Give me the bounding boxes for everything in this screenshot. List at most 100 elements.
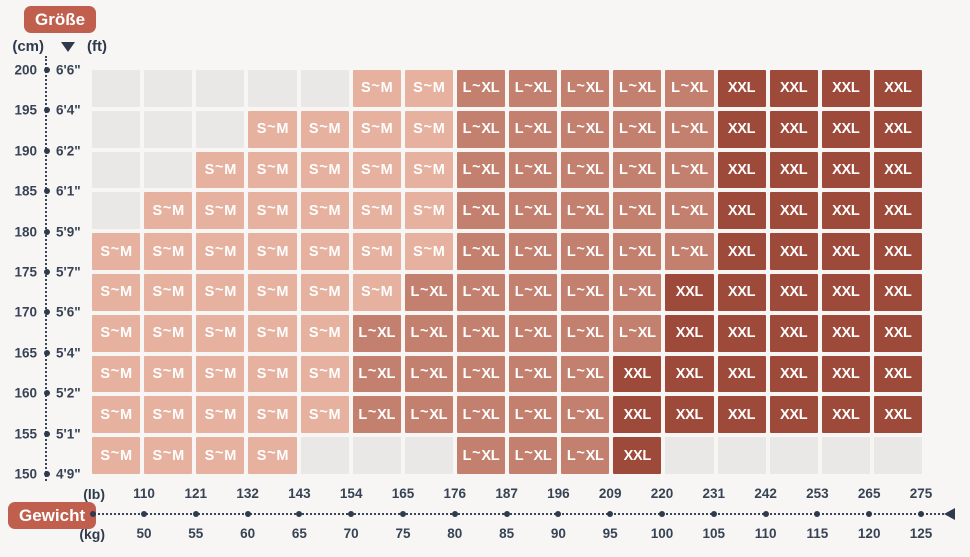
size-cell-empty <box>665 437 714 474</box>
size-cell-lxl: L ~ XL <box>509 151 558 189</box>
tilde-separator: ~ <box>371 281 380 298</box>
tilde-separator: ~ <box>472 444 481 461</box>
tilde-separator: ~ <box>576 159 585 176</box>
tilde-separator: ~ <box>215 159 224 176</box>
size-cell-xxl: XXL <box>873 233 922 270</box>
size-cell-sm: S ~ M <box>144 192 193 230</box>
size-cell-lxl: L ~ XL <box>561 192 610 230</box>
tilde-separator: ~ <box>319 159 328 176</box>
tilde-separator: ~ <box>472 240 481 257</box>
size-cell-xxl: XXL <box>821 314 870 352</box>
size-cell-sm: S ~ M <box>404 110 453 148</box>
size-cell-sm: S ~ M <box>92 396 141 434</box>
size-cell-xxl: XXL <box>821 273 870 311</box>
size-cell-sm: S ~ M <box>248 314 297 352</box>
tilde-separator: ~ <box>371 200 380 217</box>
size-cell-xxl: XXL <box>873 273 922 311</box>
height-tick-cm-label: 185 <box>14 183 37 199</box>
size-cell-empty <box>196 70 245 107</box>
size-cell-sm: S ~ M <box>248 233 297 270</box>
tilde-separator: ~ <box>215 281 224 298</box>
weight-tick-kg-label: 75 <box>395 526 411 541</box>
size-cell-lxl: L ~ XL <box>665 151 714 189</box>
tilde-separator: ~ <box>319 118 328 135</box>
size-cell-xxl: XXL <box>821 70 870 107</box>
size-cell-xxl: XXL <box>873 314 922 352</box>
size-cell-sm: S ~ M <box>196 151 245 189</box>
weight-tick-dot <box>192 511 199 517</box>
tilde-separator: ~ <box>319 200 328 217</box>
size-cell-sm: S ~ M <box>404 192 453 230</box>
weight-tick-dot <box>400 511 406 517</box>
size-cell-sm: S ~ M <box>144 355 193 393</box>
size-cell-xxl: XXL <box>873 396 922 434</box>
height-tick-ft-label: 5'7" <box>56 264 81 280</box>
size-cell-sm: S ~ M <box>144 437 193 474</box>
tilde-separator: ~ <box>215 200 224 217</box>
size-cell-empty <box>92 70 141 107</box>
tilde-separator: ~ <box>576 200 585 217</box>
tilde-separator: ~ <box>576 240 585 257</box>
tilde-separator: ~ <box>367 322 377 339</box>
size-cell-sm: S ~ M <box>92 437 141 474</box>
tilde-separator: ~ <box>576 363 585 380</box>
tilde-separator: ~ <box>472 404 481 421</box>
tilde-separator: ~ <box>110 240 119 257</box>
size-cell-lxl: L ~ XL <box>561 396 610 434</box>
size-cell-lxl: L ~ XL <box>352 314 401 352</box>
size-cell-lxl: L ~ XL <box>613 192 662 230</box>
tilde-separator: ~ <box>472 118 481 135</box>
size-cell-xxl: XXL <box>769 273 818 311</box>
size-cell-sm: S ~ M <box>196 314 245 352</box>
size-grid: S ~ M S ~ M L ~ XL L ~ XL L ~ XL L ~ XL L ~ XL XXL XXL XXL XXL S ~… <box>92 70 922 474</box>
weight-axis-line <box>90 513 944 515</box>
weight-tick-lb-label: 132 <box>236 486 259 501</box>
size-cell-xxl: XXL <box>717 273 766 311</box>
size-cell-lxl: L ~ XL <box>509 396 558 434</box>
size-cell-empty <box>873 437 922 474</box>
size-cell-lxl: L ~ XL <box>561 151 610 189</box>
weight-tick-kg-label: 95 <box>602 526 618 541</box>
height-tick-cm-label: 155 <box>14 426 37 442</box>
height-tick-cm-label: 165 <box>14 345 37 361</box>
tilde-separator: ~ <box>524 77 533 94</box>
size-cell-xxl: XXL <box>717 233 766 270</box>
weight-tick-dot <box>503 511 510 517</box>
weight-tick-dot <box>710 511 717 517</box>
height-axis-badge: Größe <box>24 6 97 33</box>
tilde-separator: ~ <box>628 77 637 94</box>
tilde-separator: ~ <box>267 240 276 257</box>
size-cell-xxl: XXL <box>821 396 870 434</box>
weight-tick-lb-label: 176 <box>443 486 467 501</box>
tilde-separator: ~ <box>110 404 119 421</box>
size-cell-sm: S ~ M <box>248 273 297 311</box>
tilde-separator: ~ <box>576 322 585 339</box>
tilde-separator: ~ <box>680 240 689 257</box>
weight-tick-lb-label: 242 <box>754 486 777 501</box>
size-cell-sm: S ~ M <box>300 110 349 148</box>
weight-tick-kg-label: 85 <box>499 526 515 541</box>
size-cell-sm: S ~ M <box>196 273 245 311</box>
size-cell-sm: S ~ M <box>248 192 297 230</box>
size-cell-sm: S ~ M <box>196 396 245 434</box>
tilde-separator: ~ <box>524 404 533 421</box>
size-cell-empty <box>248 70 297 107</box>
size-cell-empty <box>144 110 193 148</box>
size-cell-sm: S ~ M <box>248 437 297 474</box>
size-cell-xxl: XXL <box>769 314 818 352</box>
size-cell-empty <box>352 437 401 474</box>
size-cell-sm: S ~ M <box>300 396 349 434</box>
size-cell-sm: S ~ M <box>248 355 297 393</box>
size-cell-lxl: L ~ XL <box>561 70 610 107</box>
tilde-separator: ~ <box>162 200 172 217</box>
weight-tick-lb-label: 143 <box>288 486 311 501</box>
tilde-separator: ~ <box>367 363 377 380</box>
weight-tick-lb-label: 121 <box>184 486 208 501</box>
tilde-separator: ~ <box>420 281 429 298</box>
size-cell-empty <box>196 110 245 148</box>
weight-tick-dot <box>814 511 821 517</box>
size-cell-sm: S ~ M <box>248 396 297 434</box>
tilde-separator: ~ <box>110 363 119 380</box>
weight-tick-dot <box>659 511 665 517</box>
weight-axis-origin-dot <box>90 511 96 517</box>
